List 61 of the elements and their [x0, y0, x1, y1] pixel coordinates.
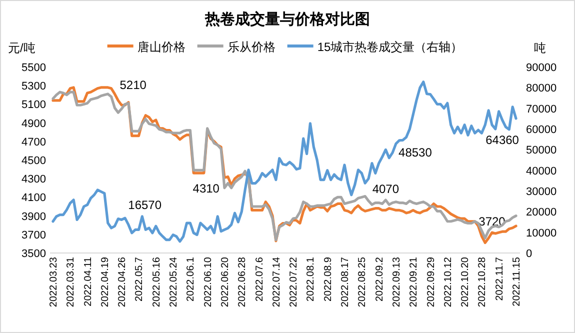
x-tick-label: 2022.07.6: [254, 256, 266, 302]
y2-tick-label: 90000: [526, 62, 557, 74]
x-tick-label: 2022.09.29: [426, 256, 437, 308]
x-tick-label: 2022.11.7: [494, 256, 506, 301]
data-label: 16570: [128, 198, 162, 212]
y-tick-label: 4700: [22, 136, 46, 148]
y-tick-label: 5300: [22, 80, 46, 93]
x-tick-label: 2022.04.19: [100, 256, 111, 308]
x-tick-label: 2022.06.10: [202, 256, 214, 308]
y2-tick-label: 30000: [526, 186, 557, 198]
y-tick-label: 4500: [22, 155, 46, 167]
data-label: 4310: [192, 182, 220, 196]
y-tick-label: 3500: [22, 248, 46, 260]
x-tick-label: 2022.11.15: [512, 256, 522, 306]
data-label: 64360: [486, 132, 520, 147]
data-label: 4070: [372, 182, 400, 196]
x-tick-label: 2022.04.11: [82, 256, 94, 306]
x-tick-label: 2022.06.28: [237, 256, 248, 308]
y2-axis-title: 吨: [534, 41, 546, 55]
legend-label: 唐山价格: [137, 40, 186, 54]
x-tick-label: 2022.06.20: [220, 256, 231, 308]
y2-tick-label: 60000: [526, 124, 557, 136]
y-tick-label: 4300: [22, 174, 46, 186]
x-tick-label: 2022.05.7: [134, 256, 146, 302]
y2-tick-label: 70000: [526, 103, 557, 116]
x-tick-label: 2022.07.22: [288, 256, 300, 308]
y2-tick-label: 0: [526, 248, 532, 260]
y2-tick-label: 10000: [526, 227, 557, 240]
y-tick-label: 4900: [22, 118, 46, 130]
y-tick-label: 5500: [22, 62, 46, 74]
y2-tick-label: 40000: [526, 165, 557, 178]
x-tick-label: 2022.09.2: [374, 256, 386, 302]
y-tick-label: 5100: [22, 99, 46, 112]
legend-label: 乐从价格: [227, 40, 276, 54]
x-tick-label: 2022.05.16: [151, 256, 162, 308]
x-tick-label: 2022.05.24: [168, 256, 180, 308]
x-tick-label: 2022.09.13: [391, 256, 402, 308]
x-tick-label: 2022.10.28: [477, 256, 488, 308]
legend-label: 15城市热卷成交量（右轴）: [317, 40, 463, 54]
x-tick-label: 2022.06.1: [186, 256, 197, 302]
y-axis-title: 元/吨: [8, 41, 36, 55]
y2-tick-label: 80000: [526, 82, 557, 95]
x-tick-label: 2022.10.20: [460, 256, 472, 308]
x-tick-label: 2022.08.9: [322, 256, 334, 302]
chart-title: 热卷成交量与价格对比图: [204, 10, 370, 28]
y-tick-label: 3900: [22, 210, 46, 223]
y-tick-label: 4100: [22, 192, 46, 204]
x-tick-label: 2022.08.17: [340, 256, 352, 308]
x-tick-label: 2022.03.23: [48, 256, 60, 308]
x-tick-label: 2022.07.14: [271, 256, 282, 308]
x-tick-label: 2022.03.31: [66, 256, 77, 308]
y2-tick-label: 20000: [526, 206, 557, 219]
data-label: 5210: [120, 78, 147, 92]
x-tick-label: 2022.08.25: [357, 256, 368, 308]
x-tick-label: 2022.04.26: [117, 256, 128, 308]
x-tick-label: 2022.09.21: [408, 256, 420, 308]
x-tick-label: 2022.08.1: [306, 256, 317, 302]
data-label: 48530: [398, 146, 432, 160]
y2-tick-label: 50000: [526, 144, 557, 157]
x-tick-label: 2022.10.12: [442, 256, 454, 308]
y-tick-label: 3700: [22, 229, 46, 242]
